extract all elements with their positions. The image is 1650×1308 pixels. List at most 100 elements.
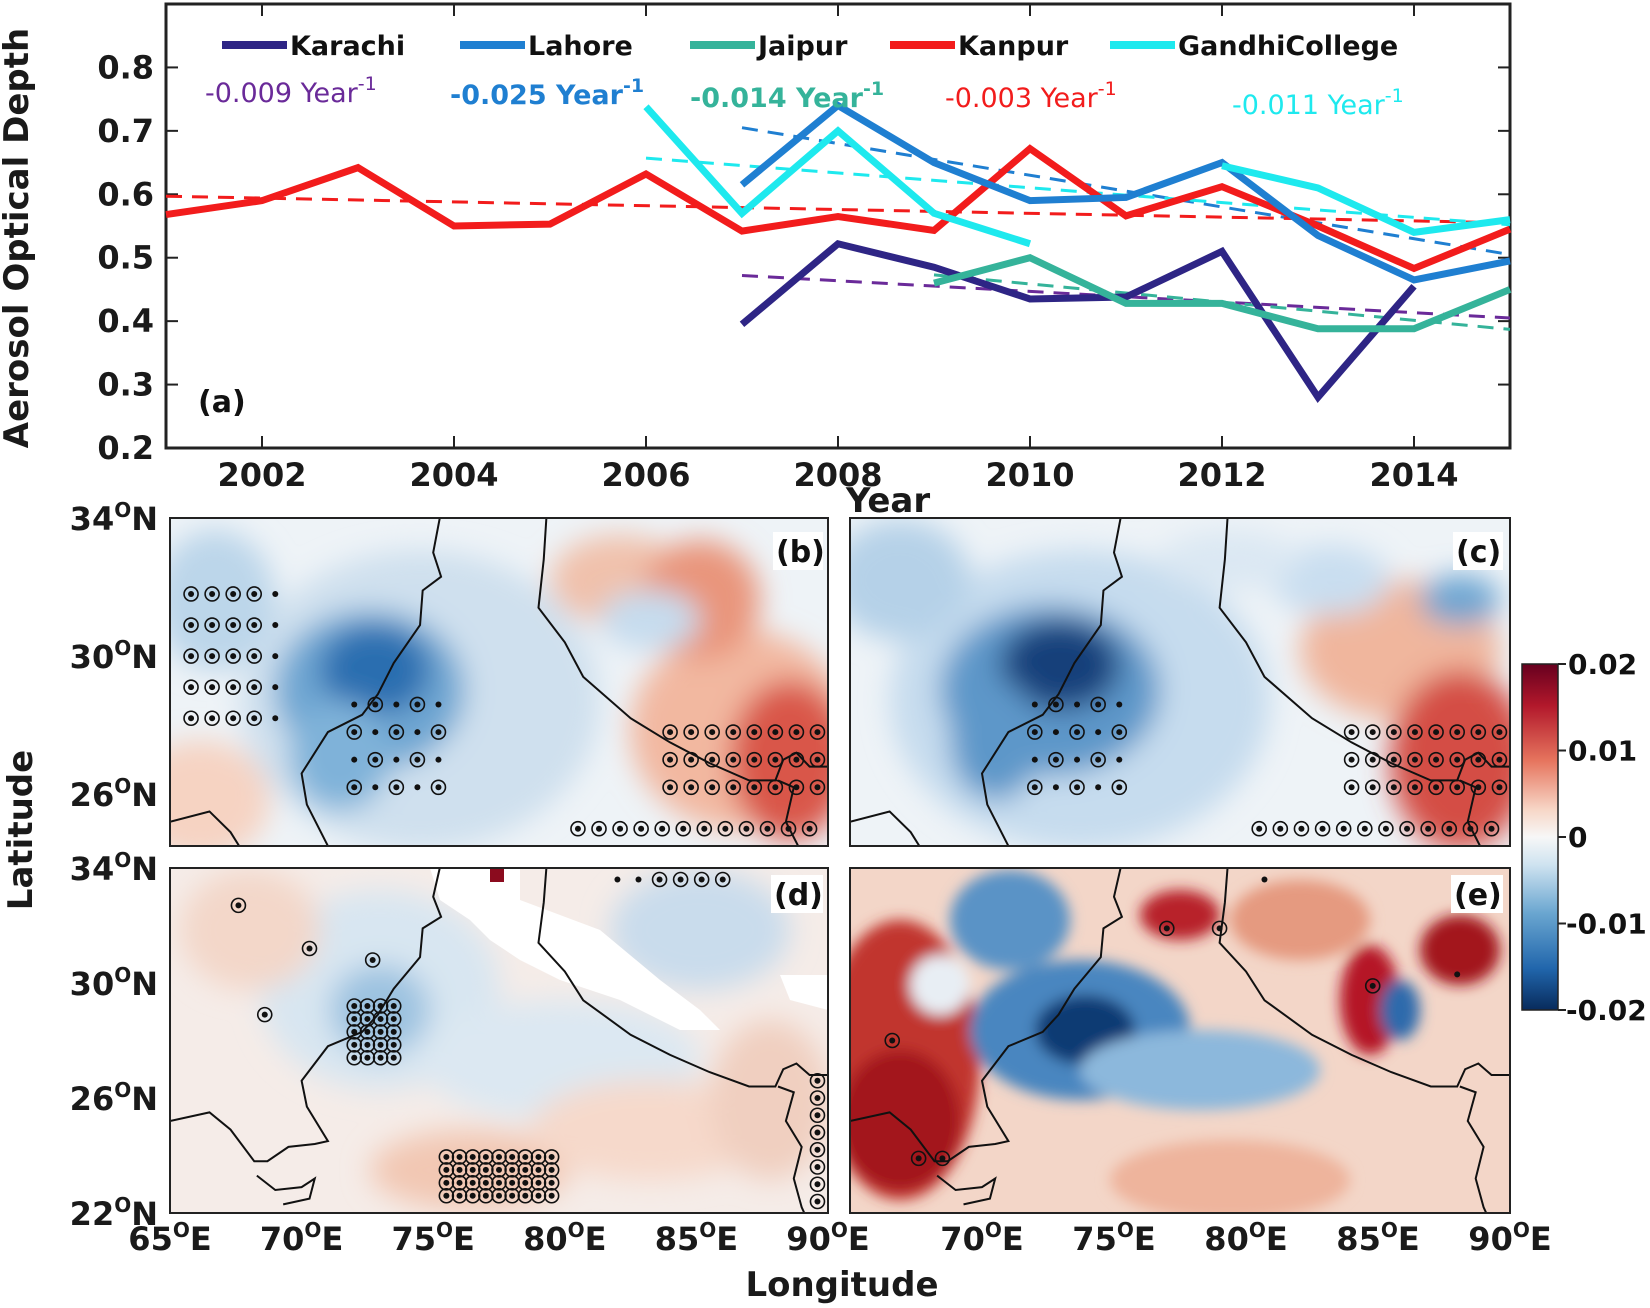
significance-ring: [530, 1187, 547, 1204]
significance-dot: [1348, 756, 1355, 763]
significance-ring: [530, 1175, 547, 1191]
border-line: [1218, 868, 1510, 1088]
significance-dot: [393, 729, 400, 736]
significance-dot: [435, 729, 442, 736]
significance-ring: [517, 1187, 534, 1204]
significance-ring: [1420, 820, 1436, 837]
significance-dot: [1404, 825, 1411, 832]
significance-ring: [388, 724, 405, 740]
significance-ring: [696, 820, 713, 837]
significance-dot: [522, 1166, 529, 1173]
significance-dot: [1425, 825, 1432, 832]
significance-dot: [1496, 729, 1503, 736]
significance-ring: [1449, 779, 1465, 796]
lon-tick-label: 90OE: [786, 1218, 869, 1258]
significance-dot: [372, 784, 379, 791]
significance-dot: [772, 784, 779, 791]
panel-a-legend: Karachi -0.009 Year-1 Lahore -0.025 Year-1 J…: [205, 31, 1404, 121]
significance-dot: [1433, 729, 1440, 736]
significance-ring: [1027, 779, 1043, 796]
significance-ring: [385, 998, 402, 1014]
significance-ring: [725, 751, 742, 768]
significance-dot: [351, 784, 358, 791]
significance-ring: [683, 724, 699, 740]
significance-dot: [548, 1192, 555, 1199]
significance-dot: [251, 684, 258, 691]
significance-dot: [1488, 825, 1495, 832]
significance-dot: [1074, 729, 1081, 736]
significance-dot: [709, 729, 716, 736]
significance-ring: [1111, 724, 1128, 740]
significance-ring: [478, 1162, 494, 1178]
significance-ring: [517, 1162, 534, 1178]
significance-dot: [261, 1011, 268, 1018]
legend-label-gandhicollege: GandhiCollege: [1178, 31, 1398, 62]
significance-ring: [183, 648, 199, 664]
significance-dot: [1390, 784, 1397, 791]
colorbar-tick-label: 0: [1568, 821, 1587, 854]
significance-ring: [738, 820, 755, 837]
significance-ring: [504, 1187, 520, 1204]
significance-dot: [364, 1041, 371, 1048]
significance-ring: [1364, 978, 1381, 994]
significance-dot: [1256, 825, 1263, 832]
significance-dot: [939, 1155, 946, 1162]
significance-dot: [617, 825, 624, 832]
significance-ring: [530, 1149, 547, 1165]
significance-dot: [889, 1037, 896, 1044]
significance-ring: [934, 1150, 951, 1167]
significance-dot: [709, 784, 716, 791]
significance-dot: [1031, 729, 1038, 736]
significance-dot: [509, 1179, 516, 1186]
y-tick-label: 0.2: [97, 429, 154, 467]
significance-dot: [1298, 825, 1305, 832]
significance-dot: [680, 825, 687, 832]
significance-dot: [372, 701, 379, 708]
significance-dot: [496, 1153, 502, 1160]
significance-dot: [230, 653, 237, 660]
significance-ring: [809, 1159, 826, 1175]
significance-dot: [351, 729, 358, 736]
significance-dot: [456, 1166, 463, 1173]
significance-dot: [764, 825, 771, 832]
significance-dot: [522, 1153, 529, 1160]
border-line: [850, 518, 1124, 846]
significance-dot: [1390, 756, 1397, 763]
significance-ring: [464, 1187, 481, 1204]
significance-dot: [659, 825, 666, 832]
significance-dot: [351, 1015, 358, 1022]
colorbar-tick-label: 0.02: [1568, 648, 1637, 681]
significance-ring: [367, 696, 384, 713]
significance-ring: [780, 820, 797, 837]
map-borders-and-markers: [170, 518, 1510, 1213]
lon-tick-label: 90OE: [1468, 1218, 1551, 1258]
significance-ring: [388, 779, 405, 796]
panel-e-map: [850, 868, 1510, 1213]
significance-ring: [809, 1072, 826, 1089]
significance-ring: [385, 1037, 402, 1053]
x-tick-label: 2004: [409, 456, 498, 494]
significance-dot: [188, 653, 195, 660]
significance-dot: [915, 1155, 922, 1162]
significance-ring: [1386, 751, 1402, 768]
significance-ring: [662, 751, 678, 768]
significance-dot: [667, 756, 674, 763]
significance-dot: [1116, 701, 1123, 708]
significance-dot: [230, 590, 237, 597]
significance-dot: [1261, 876, 1268, 883]
significance-ring: [1364, 724, 1381, 740]
significance-dot: [272, 653, 279, 660]
significance-ring: [246, 617, 263, 633]
panel-b-label: (b): [776, 535, 825, 570]
significance-dot: [1095, 701, 1102, 708]
significance-dot: [1319, 825, 1326, 832]
significance-ring: [451, 1162, 468, 1178]
significance-ring: [346, 1024, 363, 1040]
significance-ring: [183, 710, 199, 727]
significance-ring: [543, 1162, 560, 1178]
significance-ring: [759, 820, 776, 837]
significance-dot: [414, 729, 421, 736]
significance-ring: [225, 648, 241, 664]
significance-dot: [351, 701, 358, 708]
